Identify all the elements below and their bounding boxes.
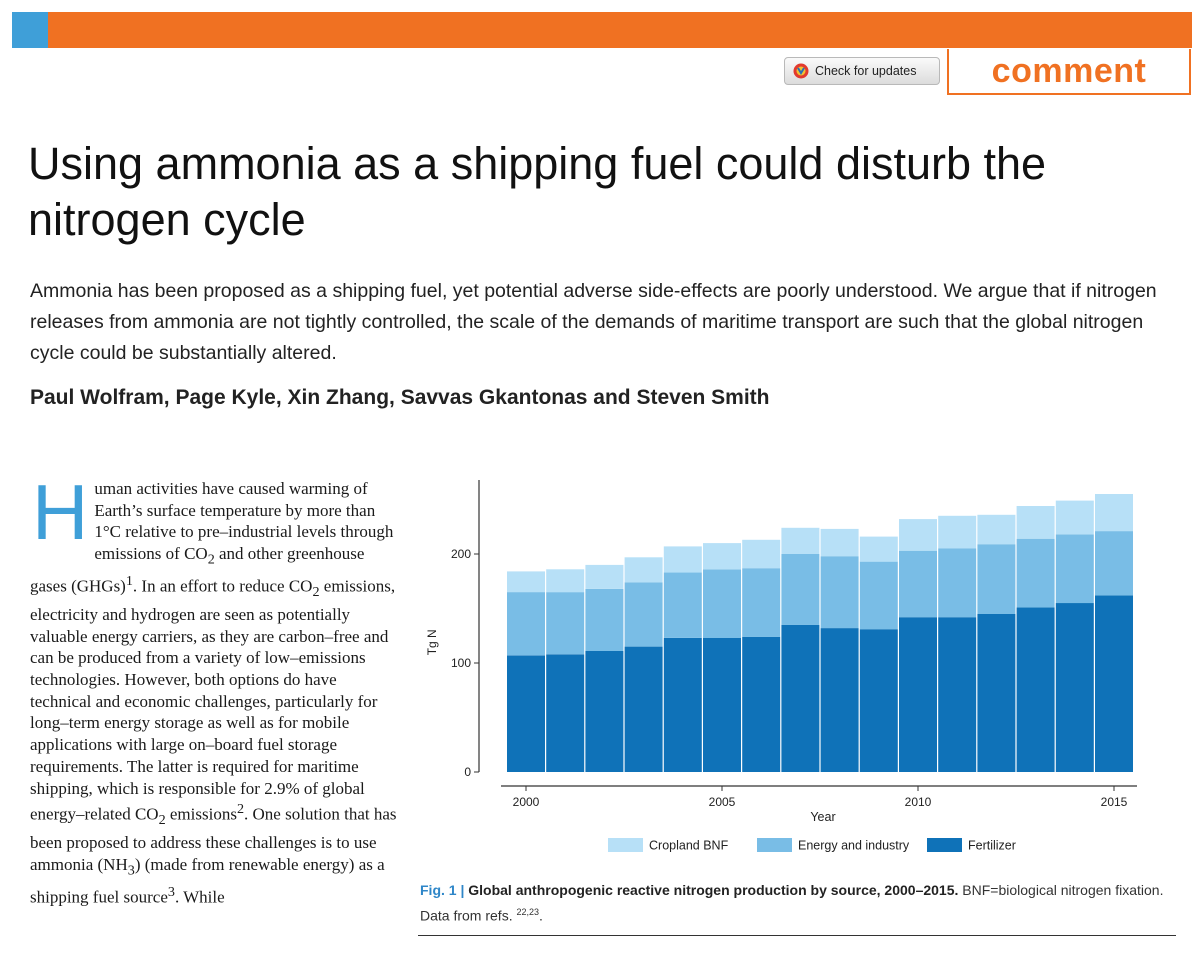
bar-cropland-bnf-2002 bbox=[585, 564, 624, 589]
bar-energy-and-industry-2007 bbox=[781, 554, 820, 625]
bar-cropland-bnf-2008 bbox=[820, 528, 859, 557]
bar-fertilizer-2002 bbox=[585, 651, 624, 772]
nitrogen-production-chart: 0 100 200 Tg N 2000 2005 2010 2015 Year Cropland … bbox=[415, 470, 1185, 870]
bar-fertilizer-2012 bbox=[977, 613, 1016, 772]
article-title: Using ammonia as a shipping fuel could d… bbox=[28, 138, 1047, 245]
bar-cropland-bnf-2003 bbox=[624, 557, 663, 583]
bar-fertilizer-2007 bbox=[781, 624, 820, 772]
bar-cropland-bnf-2010 bbox=[899, 519, 937, 551]
bar-energy-and-industry-2009 bbox=[859, 561, 898, 630]
bar-cropland-bnf-2000 bbox=[507, 571, 545, 593]
bar-energy-and-industry-2002 bbox=[585, 588, 624, 651]
y-tick-label-100: 100 bbox=[451, 656, 471, 670]
x-tick-label-2000: 2000 bbox=[513, 795, 540, 809]
author-list: Paul Wolfram, Page Kyle, Xin Zhang, Savv… bbox=[30, 386, 770, 409]
check-for-updates-button[interactable]: Check for updates bbox=[784, 57, 940, 85]
bar-cropland-bnf-2015 bbox=[1095, 494, 1133, 532]
bar-fertilizer-2013 bbox=[1016, 607, 1055, 772]
x-axis-label: Year bbox=[810, 810, 835, 824]
bar-cropland-bnf-2006 bbox=[742, 539, 781, 569]
figure-label: Fig. 1 | bbox=[420, 882, 465, 898]
bar-cropland-bnf-2001 bbox=[546, 569, 585, 593]
y-tick-label-200: 200 bbox=[451, 547, 471, 561]
bar-energy-and-industry-2015 bbox=[1095, 531, 1133, 596]
legend-swatch-cropland-bnf bbox=[608, 838, 643, 852]
legend-swatch-energy-and-industry bbox=[757, 838, 792, 852]
bar-cropland-bnf-2011 bbox=[938, 515, 977, 549]
bar-energy-and-industry-2011 bbox=[938, 548, 977, 618]
bar-fertilizer-2001 bbox=[546, 654, 585, 772]
bar-energy-and-industry-2001 bbox=[546, 592, 585, 655]
bar-energy-and-industry-2013 bbox=[1016, 538, 1055, 608]
bar-cropland-bnf-2012 bbox=[977, 514, 1016, 545]
bar-energy-and-industry-2014 bbox=[1055, 534, 1094, 604]
header-bar bbox=[12, 12, 1192, 48]
legend-label-fertilizer: Fertilizer bbox=[968, 839, 1016, 853]
bar-energy-and-industry-2006 bbox=[742, 568, 781, 637]
y-axis-label: Tg N bbox=[425, 629, 439, 655]
bar-fertilizer-2006 bbox=[742, 636, 781, 772]
bar-energy-and-industry-2003 bbox=[624, 582, 663, 647]
divider bbox=[418, 935, 1176, 936]
legend-label-cropland-bnf: Cropland BNF bbox=[649, 839, 729, 853]
crossmark-icon bbox=[793, 63, 809, 79]
bar-energy-and-industry-2010 bbox=[899, 550, 937, 618]
bar-fertilizer-2011 bbox=[938, 617, 977, 772]
figure-caption: Fig. 1 | Global anthropogenic reactive n… bbox=[420, 882, 1164, 924]
y-tick-label-0: 0 bbox=[464, 765, 471, 779]
x-tick-label-2005: 2005 bbox=[709, 795, 736, 809]
bar-fertilizer-2003 bbox=[624, 646, 663, 772]
bar-fertilizer-2004 bbox=[663, 637, 702, 772]
legend-swatch-fertilizer bbox=[927, 838, 962, 852]
bar-cropland-bnf-2005 bbox=[703, 543, 741, 570]
bar-energy-and-industry-2008 bbox=[820, 556, 859, 629]
bar-energy-and-industry-2005 bbox=[703, 569, 741, 638]
x-tick-label-2010: 2010 bbox=[905, 795, 932, 809]
bar-fertilizer-2008 bbox=[820, 628, 859, 772]
bar-cropland-bnf-2009 bbox=[859, 536, 898, 562]
header-accent-block bbox=[12, 12, 48, 48]
bar-fertilizer-2014 bbox=[1055, 603, 1094, 772]
bar-cropland-bnf-2013 bbox=[1016, 506, 1055, 539]
figure-refs[interactable]: 22,23 bbox=[516, 907, 539, 917]
legend-label-energy-and-industry: Energy and industry bbox=[798, 839, 910, 853]
bar-energy-and-industry-2012 bbox=[977, 544, 1016, 614]
check-for-updates-label: Check for updates bbox=[815, 64, 917, 78]
bar-fertilizer-2005 bbox=[703, 637, 741, 772]
bar-energy-and-industry-2000 bbox=[507, 592, 545, 656]
section-label: comment bbox=[947, 49, 1191, 95]
figure-title: Global anthropogenic reactive nitrogen p… bbox=[468, 882, 959, 898]
chart-canvas: 0 100 200 Tg N 2000 2005 2010 2015 Year Cropland … bbox=[425, 480, 1137, 853]
article-standfirst: Ammonia has been proposed as a shipping … bbox=[30, 280, 1157, 364]
drop-cap: H bbox=[32, 478, 89, 556]
bar-cropland-bnf-2014 bbox=[1055, 500, 1094, 535]
x-tick-label-2015: 2015 bbox=[1101, 795, 1128, 809]
bar-fertilizer-2009 bbox=[859, 629, 898, 772]
bar-cropland-bnf-2004 bbox=[663, 546, 702, 573]
bar-energy-and-industry-2004 bbox=[663, 572, 702, 638]
bar-fertilizer-2015 bbox=[1095, 595, 1133, 772]
bar-fertilizer-2000 bbox=[507, 655, 545, 772]
bar-cropland-bnf-2007 bbox=[781, 527, 820, 554]
bar-fertilizer-2010 bbox=[899, 617, 937, 772]
